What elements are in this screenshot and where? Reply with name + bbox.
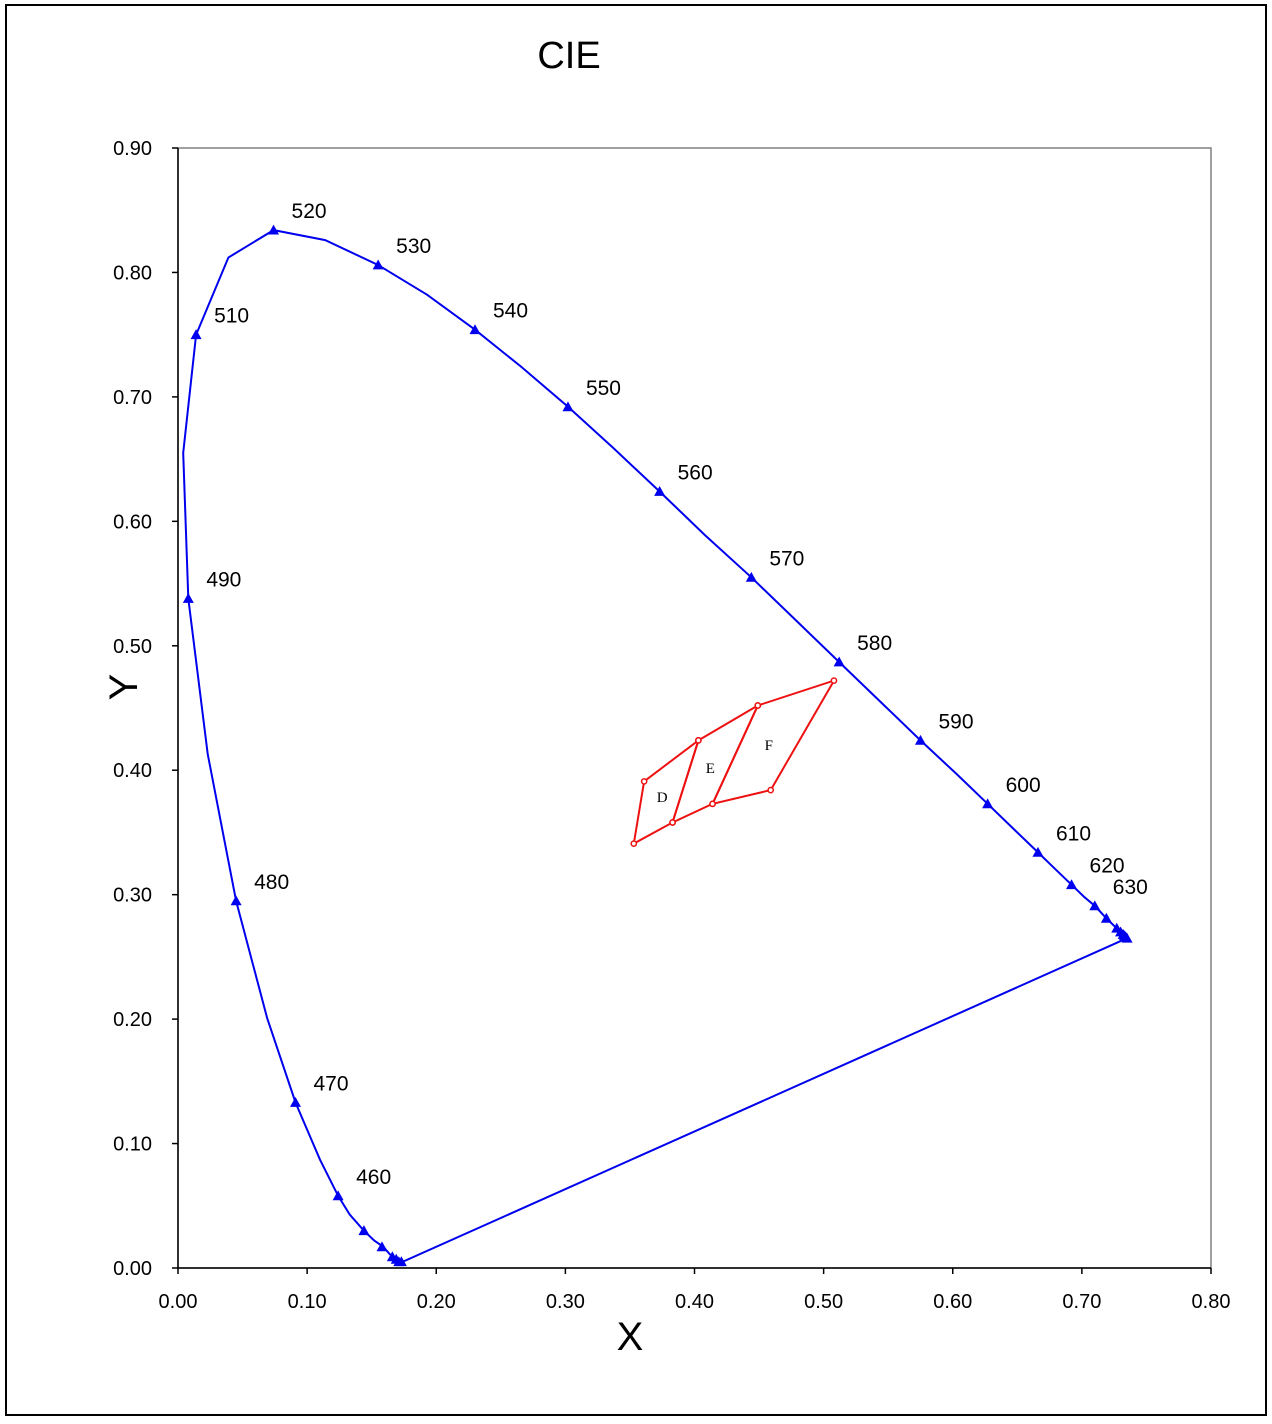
y-tick-label: 0.30 [113, 885, 152, 907]
locus-marker [469, 324, 481, 335]
y-tick-label: 0.40 [113, 760, 152, 782]
locus-marker [1032, 846, 1044, 857]
wavelength-label: 470 [314, 1072, 349, 1095]
locus-marker [230, 895, 242, 906]
y-tick-label: 0.60 [113, 511, 152, 533]
locus-marker [1121, 932, 1133, 943]
locus-marker [562, 401, 574, 412]
locus-marker [1066, 879, 1078, 890]
locus-marker [182, 592, 194, 603]
wavelength-label: 580 [857, 632, 892, 655]
locus-marker [914, 734, 926, 745]
y-tick-label: 0.70 [113, 387, 152, 409]
locus-marker [268, 224, 280, 235]
x-tick-label: 0.00 [159, 1291, 198, 1313]
region-vertex-marker [630, 840, 638, 847]
y-axis: 0.00 0.10 0.20 0.30 0.40 0.50 0.60 0.70 0.80 0.90 [113, 138, 179, 1280]
spectral-locus-line [182, 229, 1129, 1263]
x-tick-label: 0.80 [1192, 1291, 1231, 1313]
x-axis-title: X [617, 1315, 644, 1359]
locus-marker [190, 329, 202, 340]
series-layer: 460 470 480 490 510 520 530 540 550 560 570 580 590 6… [182, 200, 1148, 1267]
region-vertex-marker [669, 819, 676, 826]
x-tick-label: 0.50 [804, 1291, 843, 1313]
y-tick-label: 0.80 [113, 262, 152, 284]
locus-marker [372, 259, 384, 270]
locus-marker [833, 656, 845, 667]
region-vertex-marker [767, 786, 775, 794]
region-d-label: D [657, 790, 668, 806]
wavelength-label: 570 [769, 547, 804, 570]
region-vertex-marker [830, 677, 838, 684]
locus-marker [745, 571, 757, 582]
y-tick-label: 0.90 [113, 138, 152, 160]
wavelength-label: 490 [206, 568, 241, 591]
x-tick-label: 0.60 [933, 1291, 972, 1313]
region-f-label: F [765, 738, 773, 754]
wavelength-label: 610 [1056, 822, 1091, 845]
x-tick-label: 0.20 [417, 1291, 456, 1313]
locus-marker [982, 798, 994, 809]
wavelength-label: 480 [254, 871, 289, 894]
region-vertex-marker [709, 800, 716, 808]
locus-marker [386, 1251, 398, 1262]
locus-marker [1089, 900, 1101, 911]
wavelength-label: 550 [586, 377, 621, 400]
wavelength-label: 560 [678, 461, 713, 484]
y-axis-title: Y [102, 674, 146, 701]
locus-marker [1100, 912, 1112, 923]
x-tick-label: 0.30 [546, 1291, 585, 1313]
locus-marker [358, 1225, 370, 1236]
region-e-label: E [706, 761, 715, 777]
region-vertex-marker [640, 778, 648, 785]
x-tick-label: 0.40 [675, 1291, 714, 1313]
x-tick-label: 0.10 [288, 1291, 327, 1313]
plot-area [177, 147, 1212, 1269]
chart-figure: CIE X Y 0.00 0.10 0.20 0.30 0.40 0.50 0.60 0.70… [5, 4, 1267, 1416]
wavelength-label: 460 [356, 1166, 391, 1189]
x-axis: 0.00 0.10 0.20 0.30 0.40 0.50 0.60 0.70 0.80 [159, 1267, 1231, 1313]
region-f-outline [710, 678, 837, 806]
wavelength-label: 590 [938, 710, 973, 733]
wavelength-label: 520 [292, 200, 327, 223]
cie-chart-svg: CIE X Y 0.00 0.10 0.20 0.30 0.40 0.50 0.60 0.70… [102, 35, 1231, 1359]
wavelength-label: 510 [214, 305, 249, 328]
wavelength-label: 540 [493, 300, 528, 323]
chart-title: CIE [537, 35, 600, 77]
locus-marker [290, 1096, 302, 1107]
y-tick-label: 0.00 [113, 1258, 152, 1280]
wavelength-label: 530 [396, 235, 431, 258]
locus-marker [654, 485, 666, 496]
wavelength-label: 600 [1006, 774, 1041, 797]
locus-marker [376, 1241, 388, 1252]
wavelength-label: 630 [1113, 876, 1148, 899]
y-tick-label: 0.20 [113, 1009, 152, 1031]
locus-marker [332, 1190, 344, 1201]
wavelength-label: 620 [1090, 855, 1125, 878]
y-tick-label: 0.10 [113, 1134, 152, 1156]
x-tick-label: 0.70 [1062, 1291, 1101, 1313]
region-vertex-marker [695, 737, 702, 744]
y-tick-label: 0.50 [113, 636, 152, 658]
region-vertex-marker [754, 702, 762, 709]
